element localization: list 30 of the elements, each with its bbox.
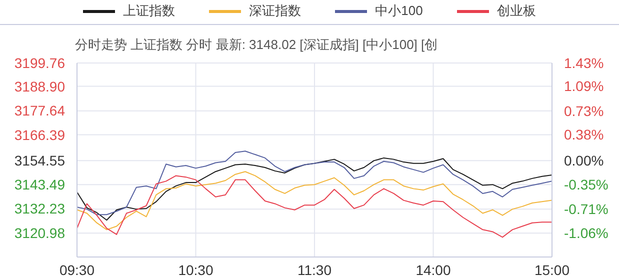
legend-label: 深证指数 bbox=[249, 2, 302, 20]
y2-tick-label: -0.71% bbox=[564, 201, 608, 218]
line-series bbox=[77, 157, 552, 221]
y2-tick-label: -0.35% bbox=[564, 176, 608, 193]
x-tick-label: 10:30 bbox=[178, 262, 214, 278]
y2-tick-label: 0.38% bbox=[564, 126, 604, 143]
y-tick-label: 3188.90 bbox=[14, 78, 66, 94]
legend-label: 上证指数 bbox=[123, 2, 176, 20]
y2-tick-label: 0.73% bbox=[564, 102, 604, 119]
y2-tick-label: 1.43% bbox=[564, 55, 604, 71]
y2-tick-label: 1.09% bbox=[564, 78, 604, 94]
y-tick-label: 3166.39 bbox=[14, 126, 66, 143]
y-tick-label: 3132.23 bbox=[14, 200, 66, 217]
y-tick-label: 3143.49 bbox=[14, 176, 66, 192]
x-tick-label: 14:00 bbox=[416, 262, 451, 278]
line-series bbox=[77, 150, 552, 216]
y2-tick-label: 0.00% bbox=[564, 152, 604, 169]
line-series bbox=[77, 171, 552, 230]
legend-label: 创业板 bbox=[496, 2, 536, 20]
chart-subtitle: 分时走势 上证指数 分时 最新: 3148.02 [深证成指] [中小100] [创 bbox=[75, 36, 438, 54]
y-tick-label: 3120.98 bbox=[14, 224, 66, 241]
x-tick-label: 15:00 bbox=[534, 262, 570, 278]
y-tick-label: 3177.64 bbox=[14, 102, 66, 119]
x-tick-label: 09:30 bbox=[59, 262, 95, 278]
legend-label: 中小100 bbox=[375, 2, 423, 20]
y-tick-label: 3154.55 bbox=[14, 152, 66, 168]
y-tick-label: 3199.76 bbox=[14, 55, 66, 71]
x-tick-label: 11:30 bbox=[298, 262, 332, 278]
y2-tick-label: -1.06% bbox=[564, 225, 608, 242]
line-series bbox=[77, 175, 552, 238]
